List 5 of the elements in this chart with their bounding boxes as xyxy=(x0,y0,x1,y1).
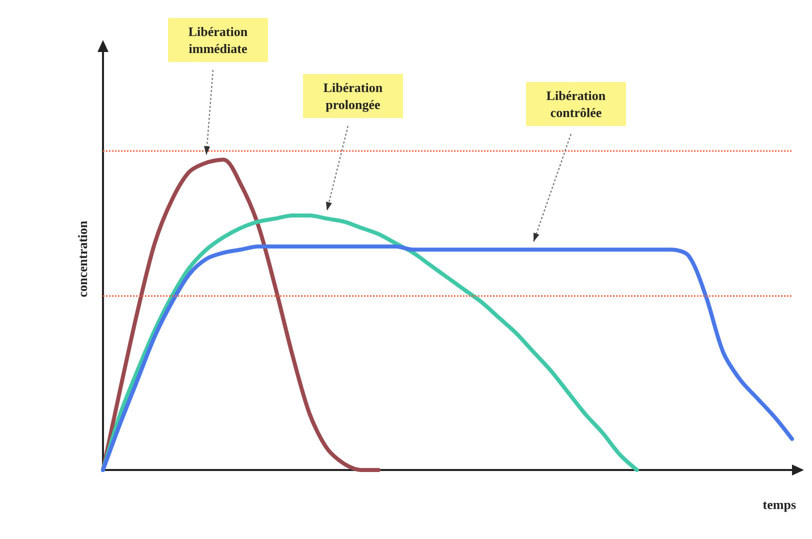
x-axis-title: temps xyxy=(762,497,796,512)
text: Libération immédiate xyxy=(168,18,268,62)
text: Libération contrôlée xyxy=(526,82,626,126)
text: Libération prolongée xyxy=(303,74,403,118)
y-axis-title: concentration xyxy=(75,220,90,298)
